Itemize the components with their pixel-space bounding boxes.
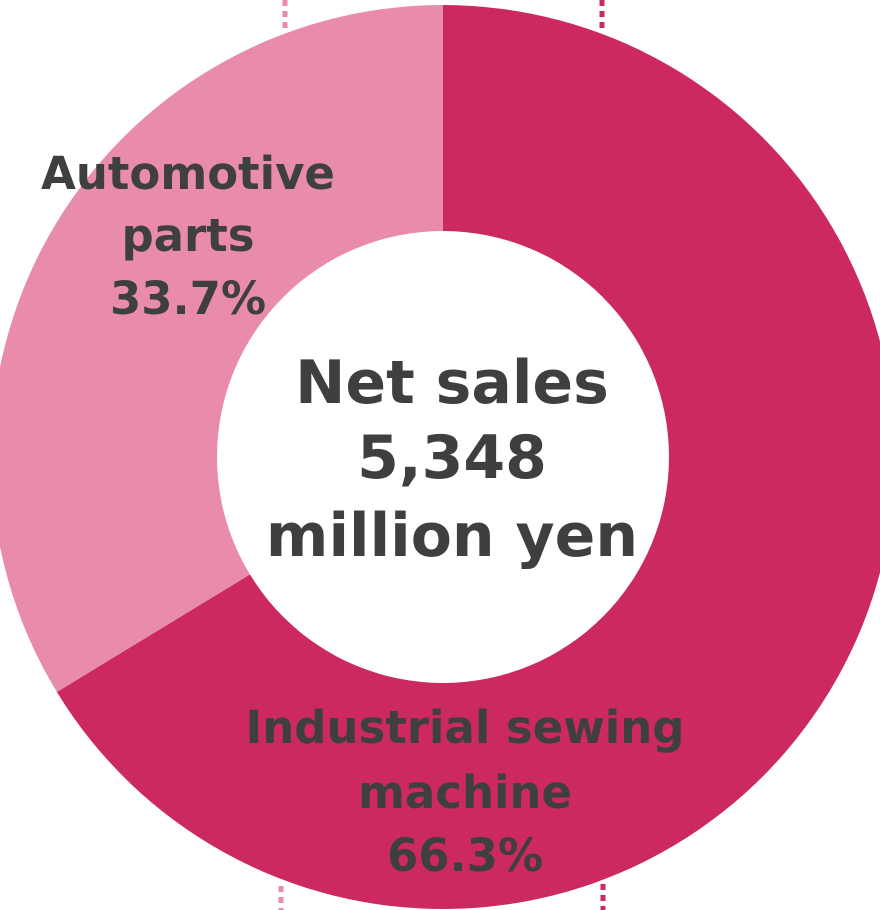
slice-label-industrial-sewing-machine: Industrial sewing machine 66.3% [246, 701, 685, 882]
center-label: Net sales 5,348 million yen [266, 348, 638, 571]
slice-label-automotive-parts: Automotive parts 33.7% [41, 147, 335, 325]
donut-hole [217, 231, 669, 683]
net-sales-label: Net sales 5,348 million yen [266, 348, 638, 571]
decorative-ticks [278, 0, 606, 910]
slice-labels: Industrial sewing machine 66.3% Automotive p… [41, 147, 684, 882]
